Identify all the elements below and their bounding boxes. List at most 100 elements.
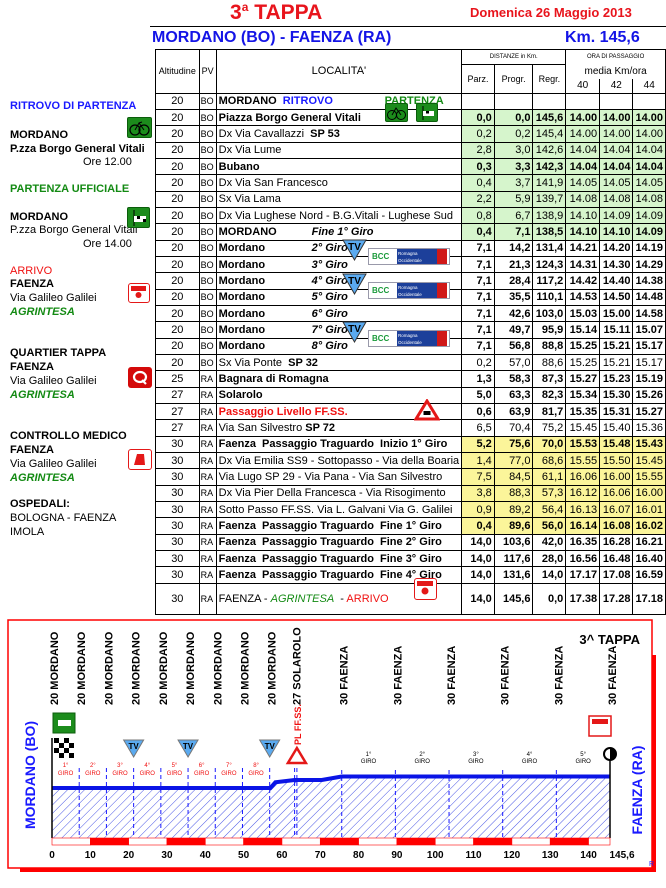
- header-localita: LOCALITA': [215, 49, 463, 94]
- lap-number: 5°: [580, 752, 586, 758]
- total-distance: Km. 145,6: [565, 29, 640, 46]
- distance-scale-segment: [319, 837, 359, 846]
- lap-number: 4°: [527, 752, 533, 758]
- regr-cell: 88,6: [532, 353, 567, 372]
- start-flag-icon-detail: [58, 720, 71, 726]
- place-label: 20 MORDANO: [239, 631, 251, 705]
- location-cell: Faenza Passaggio Traguardo Fine 4° Giro: [215, 566, 463, 584]
- progr-cell: 89,2: [493, 501, 534, 519]
- lap-word: GIRO: [415, 759, 431, 765]
- parz-cell: 2,2: [461, 190, 495, 208]
- parz-cell: 0,3: [461, 157, 495, 176]
- location-text: Solarolo: [218, 389, 263, 402]
- distance-scale-segment: [166, 837, 206, 846]
- lap-number: 1°: [63, 763, 69, 769]
- header-distanze: DISTANZE in Km.: [461, 49, 567, 65]
- progr-cell: 14,2: [493, 239, 534, 257]
- time-42-cell: 15.48: [599, 435, 634, 454]
- parz-cell: 0,0: [461, 108, 495, 127]
- partenza-place: MORDANO: [10, 211, 69, 223]
- province-cell: BO: [198, 304, 217, 323]
- progr-cell: 5,9: [493, 190, 534, 208]
- progr-cell: 117,6: [493, 550, 534, 568]
- progr-cell: 0,2: [493, 125, 534, 143]
- time-42-cell: 15.00: [599, 304, 634, 323]
- location-cell: Faenza Passaggio Traguardo Fine 1° Giro: [215, 517, 463, 535]
- province-cell: BO: [198, 108, 217, 127]
- time-40-cell: 16.35: [565, 533, 601, 552]
- progr-cell: 89,6: [493, 517, 534, 535]
- lap-word: GIRO: [112, 771, 128, 777]
- level-crossing-warning-icon: [285, 745, 309, 765]
- time-42-cell: 16.00: [599, 468, 634, 486]
- time-44-cell: 14.05: [632, 174, 666, 192]
- regr-cell: 82,3: [532, 386, 567, 405]
- progr-cell: 56,8: [493, 337, 534, 356]
- place-label: 20 MORDANO: [158, 631, 170, 705]
- lap-word: GIRO: [248, 771, 264, 777]
- distance-scale-segment: [243, 837, 283, 846]
- location-cell: Faenza Passaggio Traguardo Inizio 1° Gir…: [215, 435, 463, 454]
- header-ora: ORA DI PASSAGGIO: [565, 49, 666, 65]
- ritrovo-place: MORDANO: [10, 129, 69, 141]
- regr-cell: 117,2: [532, 272, 567, 290]
- checkered-flag-icon: [64, 738, 69, 743]
- location-text: Dx Via Cavallazzi: [218, 127, 311, 140]
- bcc-text: BCC: [372, 252, 390, 261]
- header-regr: Regr.: [532, 64, 567, 94]
- tv-icon: TV: [342, 321, 367, 344]
- lap-word: GIRO: [85, 771, 101, 777]
- x-tick-label: 130: [542, 850, 559, 861]
- time-44-cell: 14.00: [632, 108, 666, 127]
- location-text: 8° Giro: [311, 340, 348, 353]
- bicycle-icon: [385, 103, 408, 122]
- location-text: Faenza Passaggio Traguardo Fine 1° Giro: [218, 520, 442, 533]
- altitude-cell: 20: [155, 272, 200, 290]
- route-title: MORDANO (BO) - FAENZA (RA): [152, 29, 392, 46]
- table-row: 20 BO Mordano 6° Giro 7,1 42,6 103,0 15.03 15.00…: [155, 304, 666, 323]
- time-42-cell: 14.20: [599, 239, 634, 257]
- place-label: 20 MORDANO: [131, 631, 143, 705]
- x-tick-label: 90: [391, 850, 403, 861]
- time-40-cell: 15.55: [565, 452, 601, 470]
- location-text: SP 72: [305, 422, 336, 435]
- altitude-cell: 30: [155, 566, 200, 584]
- ospedali-title: OSPEDALI:: [10, 498, 70, 510]
- province-cell: BO: [198, 206, 217, 225]
- progr-cell: 103,6: [493, 533, 534, 552]
- time-44-cell: 14.04: [632, 141, 666, 159]
- distance-scale-segment: [434, 837, 474, 846]
- location-cell: Mordano 6° Giro: [215, 304, 463, 323]
- ritrovo-time: Ore 12.00: [83, 156, 132, 168]
- x-tick-label: 120: [504, 850, 521, 861]
- parz-cell: 7,1: [461, 337, 495, 356]
- medico-title: CONTROLLO MEDICO: [10, 430, 127, 442]
- time-44-cell: 16.02: [632, 517, 666, 535]
- table-row: 30 RA Faenza Passaggio Traguardo Fine 4° G…: [155, 566, 666, 584]
- regr-cell: 131,4: [532, 239, 567, 257]
- province-cell: RA: [198, 403, 217, 421]
- place-label: 30 FAENZA: [553, 646, 565, 705]
- distance-scale-segment: [281, 837, 321, 846]
- location-text: Dx Via Pier Della Francesca - Via Risogi…: [218, 487, 446, 500]
- tv-icon: TV: [342, 239, 367, 262]
- place-label: 30 FAENZA: [392, 646, 404, 705]
- time-44-cell: 15.43: [632, 435, 666, 454]
- table-row: 20 BO Mordano 7° Giro 7,1 49,7 95,9 15.14 15.11 1…: [155, 321, 666, 339]
- table-row: 20 BO Sx Via Lama 2,2 5,9 139,7 14.08 14.08 14.0…: [155, 190, 666, 208]
- time-40-cell: 17.17: [565, 566, 601, 584]
- time-44-cell: 16.59: [632, 566, 666, 584]
- place-label: 30 FAENZA: [339, 646, 351, 705]
- parz-cell: 7,1: [461, 304, 495, 323]
- time-44-cell: 14.58: [632, 304, 666, 323]
- start-flag-icon: [127, 207, 150, 228]
- progr-cell: 63,9: [493, 403, 534, 421]
- ritrovo-address: P.zza Borgo General Vitali: [10, 143, 145, 155]
- parz-cell: 6,5: [461, 419, 495, 437]
- lap-word: GIRO: [522, 759, 538, 765]
- progr-cell: 3,3: [493, 157, 534, 176]
- progr-cell: 3,0: [493, 141, 534, 159]
- location-text: Mordano: [218, 307, 266, 320]
- x-tick-label: 80: [353, 850, 365, 861]
- progr-cell: 131,6: [493, 566, 534, 584]
